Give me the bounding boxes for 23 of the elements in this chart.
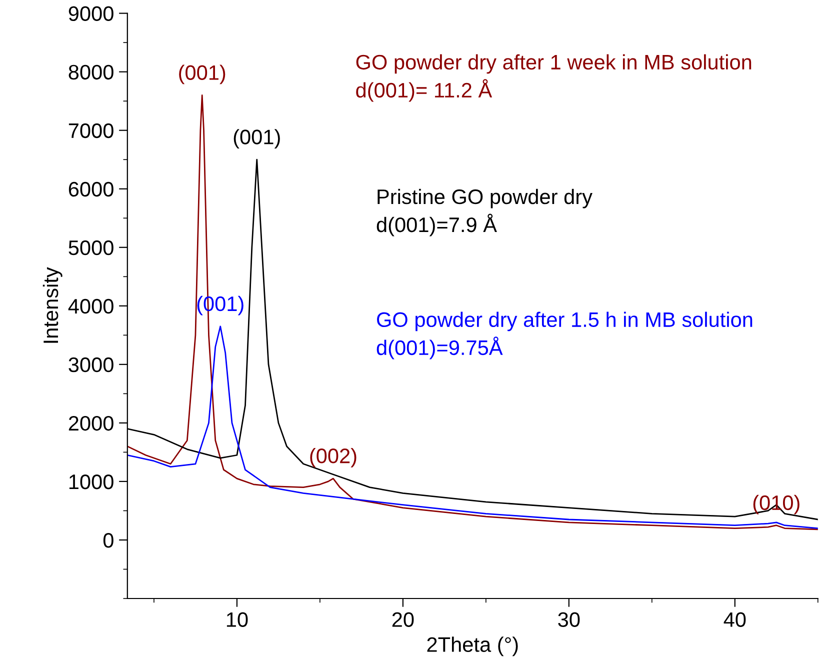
y-tick-label: 3000 [68,357,114,372]
y-tick-label: 8000 [68,64,114,80]
text: Pristine GO powder dry d(001)=7.9 Å [376,188,592,236]
annotation: (001) [179,64,226,84]
y-tick-label: 9000 [68,6,114,22]
y-tick-label: 0 [103,532,114,548]
y-tick-label: 7000 [68,123,114,138]
x-axis-title: 2Theta (°) [427,636,518,656]
y-tick-label: 6000 [68,182,114,197]
x-tick-label: 30 [558,612,580,627]
y-tick-label: 4000 [68,298,114,314]
annotation: (001) [234,129,280,148]
x-tick-label: 20 [392,612,414,627]
x-tick-label: 10 [226,612,248,627]
y-tick-label: 1000 [69,474,114,490]
annotation: (002) [310,448,356,468]
y-tick-label: 2000 [68,416,114,431]
text: GO powder dry after 1 week in MB solution d(001)= 11.2 Å [356,54,752,102]
y-tick-label: 5000 [68,240,114,256]
text: GO powder dry after 1.5 h in MB solution d(001)=9.75Å [376,312,752,360]
y-axis-title: Intensity [42,267,62,343]
annotation: (010) [753,494,800,514]
x-tick-label: 40 [724,612,746,627]
